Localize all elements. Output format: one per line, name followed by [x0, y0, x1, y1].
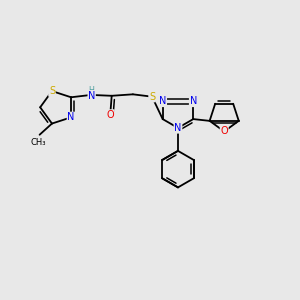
Text: O: O [106, 110, 114, 120]
Text: N: N [174, 123, 182, 133]
Text: S: S [49, 86, 55, 96]
Text: O: O [220, 126, 228, 136]
Text: N: N [68, 112, 75, 122]
Text: H: H [89, 86, 94, 95]
Text: S: S [149, 92, 155, 102]
Text: N: N [190, 96, 197, 106]
Text: CH₃: CH₃ [30, 139, 46, 148]
Text: N: N [159, 96, 166, 106]
Text: N: N [88, 91, 95, 100]
